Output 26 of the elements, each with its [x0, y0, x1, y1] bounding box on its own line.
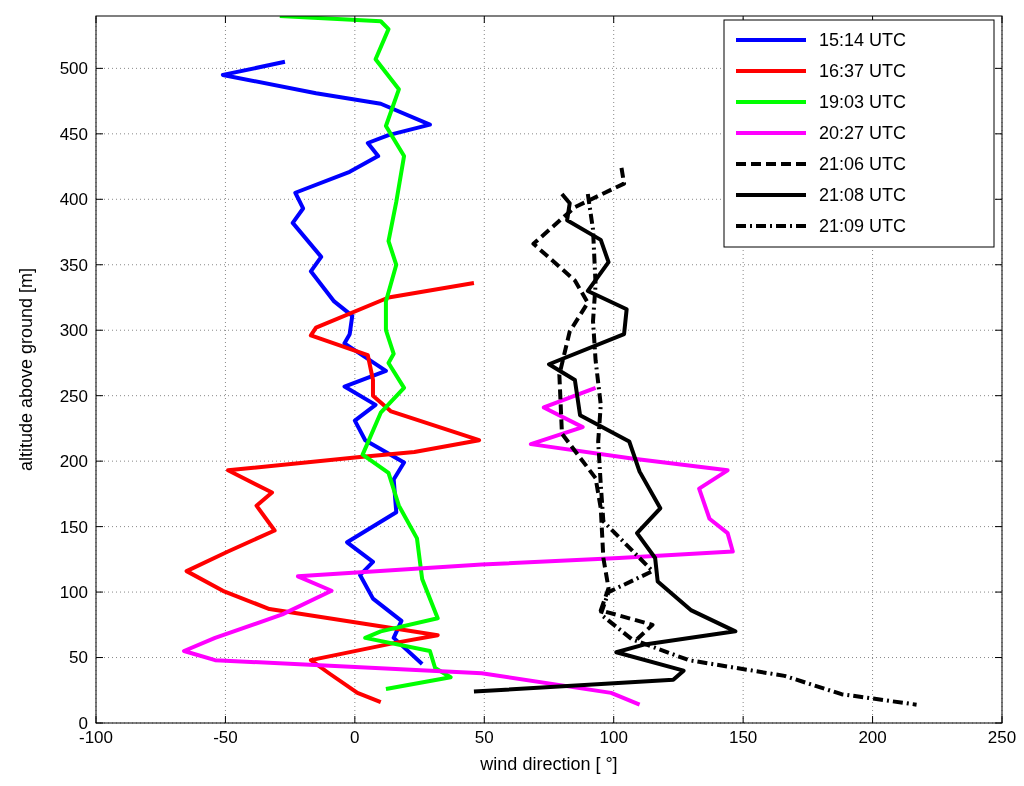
y-tick-label: 450: [59, 124, 88, 144]
legend-label: 21:08 UTC: [819, 185, 907, 206]
x-tick-label: 150: [728, 728, 758, 747]
y-tick-label: 500: [59, 59, 88, 79]
y-tick-label: 200: [59, 452, 88, 472]
x-tick-label: 250: [987, 728, 1017, 747]
y-tick-label: 150: [59, 517, 88, 537]
x-tick-label: 0: [350, 728, 360, 747]
y-tick-label: 400: [59, 190, 88, 210]
y-tick-label: 250: [59, 386, 88, 406]
legend-label: 16:37 UTC: [819, 61, 907, 82]
x-tick-label: 50: [474, 728, 494, 747]
legend-label: 21:09 UTC: [819, 216, 907, 237]
legend-label: 21:06 UTC: [819, 154, 907, 175]
x-axis-title: wind direction [ °]: [479, 754, 618, 774]
y-tick-label: 100: [59, 583, 88, 603]
legend-label: 19:03 UTC: [819, 92, 907, 113]
x-tick-label: -50: [213, 728, 238, 747]
y-tick-label: 300: [59, 321, 88, 341]
y-tick-label: 350: [59, 255, 88, 275]
x-tick-label: 100: [599, 728, 628, 747]
y-axis-title: altitude above ground [m]: [16, 267, 36, 472]
x-tick-label: 200: [858, 728, 887, 747]
legend-label: 15:14 UTC: [819, 30, 907, 51]
legend-label: 20:27 UTC: [819, 123, 907, 144]
y-tick-label: 50: [69, 648, 88, 668]
